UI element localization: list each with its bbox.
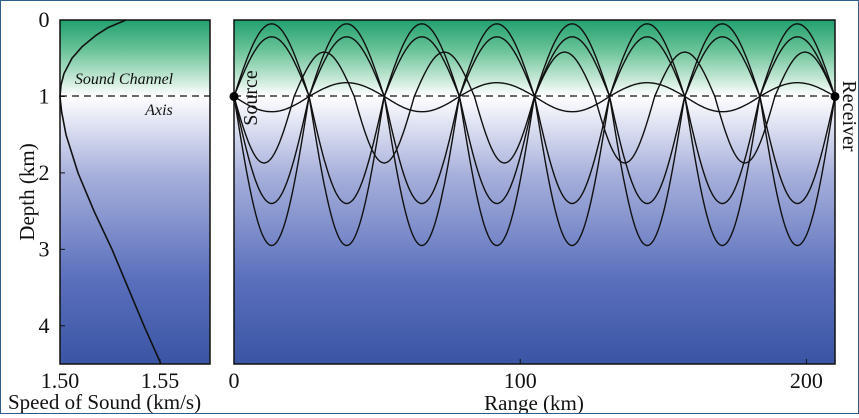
depth-axis-title: Depth (km)	[15, 143, 39, 240]
depth-tick-label: 4	[39, 313, 50, 338]
speed-tick-label: 1.55	[141, 368, 180, 393]
source-point	[229, 91, 239, 101]
speed-tick-labels: 1.50 1.55	[41, 359, 180, 393]
ray-paths	[233, 23, 836, 247]
left-plot-frame	[59, 19, 211, 365]
ray-path-panel: Source Receiver 0 100 200 Range (km)	[229, 19, 859, 415]
sound-channel-annotation-line-2: Axis	[144, 102, 173, 119]
range-tick-label: 200	[790, 368, 823, 393]
depth-tick-label: 1	[39, 83, 50, 108]
sound-speed-panel: Sound Channel Axis 0 1 2 3 4 1.50 1.55 Depth …	[8, 7, 211, 414]
depth-tick-label: 2	[39, 160, 50, 185]
range-tick-label: 100	[504, 368, 537, 393]
source-label: Source	[240, 70, 262, 126]
sound-channel-annotation-line-1: Sound Channel	[75, 71, 174, 88]
sound-speed-profile-line	[59, 19, 162, 365]
left-plot-background	[60, 20, 210, 364]
depth-tick-label: 3	[39, 236, 50, 261]
depth-tick-labels: 0 1 2 3 4	[39, 7, 65, 338]
ray-path-6	[233, 36, 836, 205]
range-tick-label: 0	[229, 368, 240, 393]
receiver-label: Receiver	[838, 80, 858, 151]
range-tick-labels: 0 100 200	[229, 359, 823, 393]
range-axis-title: Range (km)	[484, 391, 584, 413]
right-plot-background	[234, 20, 835, 364]
right-plot-frame	[233, 19, 836, 365]
receiver-point	[830, 91, 840, 101]
speed-axis-title: Speed of Sound (km/s)	[8, 390, 201, 413]
speed-tick-label: 1.50	[41, 368, 80, 393]
depth-tick-label: 0	[39, 7, 50, 32]
